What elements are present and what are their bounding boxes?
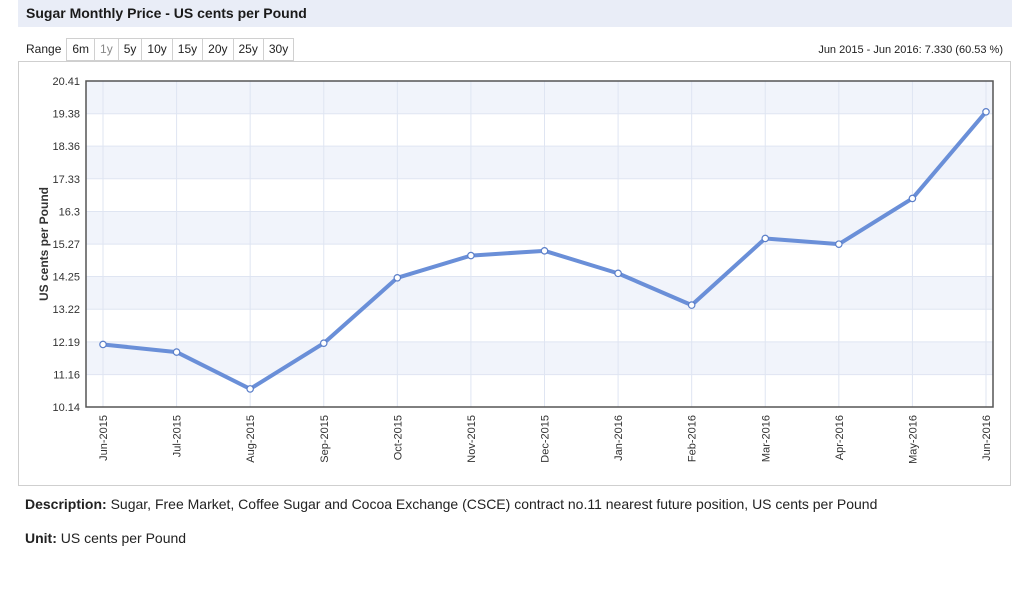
data-point xyxy=(393,274,402,282)
data-point xyxy=(172,348,181,356)
grid-band xyxy=(86,374,993,407)
x-tick-label: Mar-2016 xyxy=(760,415,772,462)
unit-info: Unit: US cents per Pound xyxy=(25,530,186,546)
grid-band xyxy=(86,146,993,179)
range-selector: Range 6m 1y 5y 10y 15y 20y 25y 30y xyxy=(22,38,295,61)
line-chart: 20.41 19.38 18.36 17.33 16.3 15.27 14.25 13.22 1… xyxy=(37,76,994,464)
range-button-6m[interactable]: 6m xyxy=(66,38,95,61)
data-point xyxy=(614,269,622,278)
chart-container: 20.41 19.38 18.36 17.33 16.3 15.27 14.25 13.22 1… xyxy=(18,61,1011,486)
chart-title: Sugar Monthly Price - US cents per Pound xyxy=(26,5,307,21)
range-button-25y[interactable]: 25y xyxy=(232,38,263,61)
description: Description: Sugar, Free Market, Coffee … xyxy=(25,496,877,512)
y-tick-label: 13.22 xyxy=(52,304,80,316)
x-tick-label: Aug-2015 xyxy=(245,415,257,463)
unit-label: Unit: xyxy=(25,530,57,546)
x-tick-label: Apr-2016 xyxy=(834,415,846,460)
x-tick-label: Feb-2016 xyxy=(687,415,699,462)
description-label: Description: xyxy=(25,496,107,512)
data-point xyxy=(982,107,990,116)
x-tick-label: Nov-2015 xyxy=(466,415,478,463)
grid-band xyxy=(86,178,993,212)
range-button-30y[interactable]: 30y xyxy=(262,38,295,61)
y-tick-label: 17.33 xyxy=(52,174,80,186)
grid-band xyxy=(86,309,993,342)
data-point xyxy=(99,340,107,349)
x-tick-label: Oct-2015 xyxy=(392,415,404,460)
x-tick-label: Dec-2015 xyxy=(540,415,552,463)
y-tick-label: 18.36 xyxy=(52,141,80,153)
x-tick-label: Sep-2015 xyxy=(319,415,331,463)
data-point xyxy=(319,339,328,347)
grid-band xyxy=(86,276,993,310)
y-tick-label: 15.27 xyxy=(52,239,80,251)
data-point xyxy=(908,194,917,203)
range-button-1y[interactable]: 1y xyxy=(94,38,118,61)
data-point xyxy=(761,234,770,243)
grid-band xyxy=(86,211,993,245)
range-button-20y[interactable]: 20y xyxy=(202,38,233,61)
y-axis-title: US cents per Pound xyxy=(37,187,51,301)
y-tick-label: 10.14 xyxy=(52,402,80,414)
range-label: Range xyxy=(26,42,62,56)
data-point xyxy=(540,247,549,255)
y-tick-label: 16.3 xyxy=(59,206,80,218)
data-point xyxy=(467,251,475,260)
y-tick-label: 12.19 xyxy=(52,337,80,349)
plot-border xyxy=(85,80,994,408)
range-summary: Jun 2015 - Jun 2016: 7.330 (60.53 %) xyxy=(818,44,1003,56)
grid-band xyxy=(86,81,993,114)
y-tick-label: 11.16 xyxy=(53,370,80,382)
data-point xyxy=(835,240,843,248)
range-button-5y[interactable]: 5y xyxy=(117,38,142,61)
x-tick-label: Jul-2015 xyxy=(172,415,184,457)
data-point xyxy=(246,385,254,393)
chart-header: Sugar Monthly Price - US cents per Pound xyxy=(18,0,1012,27)
y-tick-label: 19.38 xyxy=(52,109,80,121)
description-text: Sugar, Free Market, Coffee Sugar and Coc… xyxy=(110,496,878,512)
x-tick-label: May-2016 xyxy=(907,415,919,464)
x-tick-label: Jun-2015 xyxy=(98,415,110,461)
y-tick-label: 14.25 xyxy=(52,272,80,284)
grid-band xyxy=(86,341,993,375)
x-tick-label: Jan-2016 xyxy=(613,415,625,461)
grid-band xyxy=(86,113,993,147)
y-tick-label: 20.41 xyxy=(52,76,80,88)
x-tick-label: Jun-2016 xyxy=(981,415,993,461)
range-button-10y[interactable]: 10y xyxy=(141,38,172,61)
data-point xyxy=(687,301,696,309)
grid-band xyxy=(86,244,993,277)
unit-text: US cents per Pound xyxy=(60,530,187,546)
range-button-15y[interactable]: 15y xyxy=(171,38,203,61)
